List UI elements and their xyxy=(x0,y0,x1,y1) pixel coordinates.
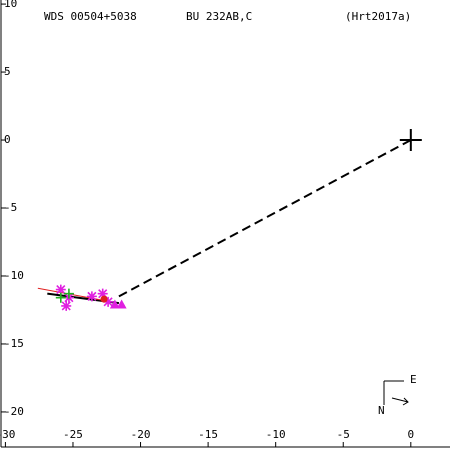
x-tick-label: -25 xyxy=(63,428,83,441)
y-tick-label: 10 xyxy=(4,0,17,10)
x-tick-label: -15 xyxy=(198,428,218,441)
compass-arrow xyxy=(391,397,409,406)
x-tick-label: -20 xyxy=(131,428,151,441)
y-tick-label: -5 xyxy=(4,201,17,214)
point xyxy=(97,288,108,299)
point xyxy=(55,284,66,295)
primary-star xyxy=(399,129,422,152)
compass-east: E xyxy=(410,373,417,386)
x-tick-label: -30 xyxy=(0,428,15,441)
point xyxy=(55,292,66,303)
chart-subtitle: BU 232AB,C xyxy=(186,10,252,23)
y-tick-label: -20 xyxy=(4,405,24,418)
x-tick-label: -5 xyxy=(337,428,350,441)
compass xyxy=(383,380,409,406)
y-tick-label: 0 xyxy=(4,133,11,146)
chart-title: WDS 00504+5038 xyxy=(44,10,137,23)
dashed-line xyxy=(118,139,412,298)
y-tick-label: -15 xyxy=(4,337,24,350)
reference: (Hrt2017a) xyxy=(345,10,411,23)
y-tick-label: 5 xyxy=(4,65,11,78)
point xyxy=(63,288,74,299)
point xyxy=(103,296,114,307)
point xyxy=(86,291,97,302)
y-tick-label: -10 xyxy=(4,269,24,282)
point xyxy=(116,299,127,309)
compass-north: N xyxy=(378,404,385,417)
point xyxy=(61,300,72,311)
point xyxy=(109,299,120,309)
x-tick-label: -10 xyxy=(266,428,286,441)
point xyxy=(100,295,108,303)
x-tick-label: 0 xyxy=(407,428,414,441)
